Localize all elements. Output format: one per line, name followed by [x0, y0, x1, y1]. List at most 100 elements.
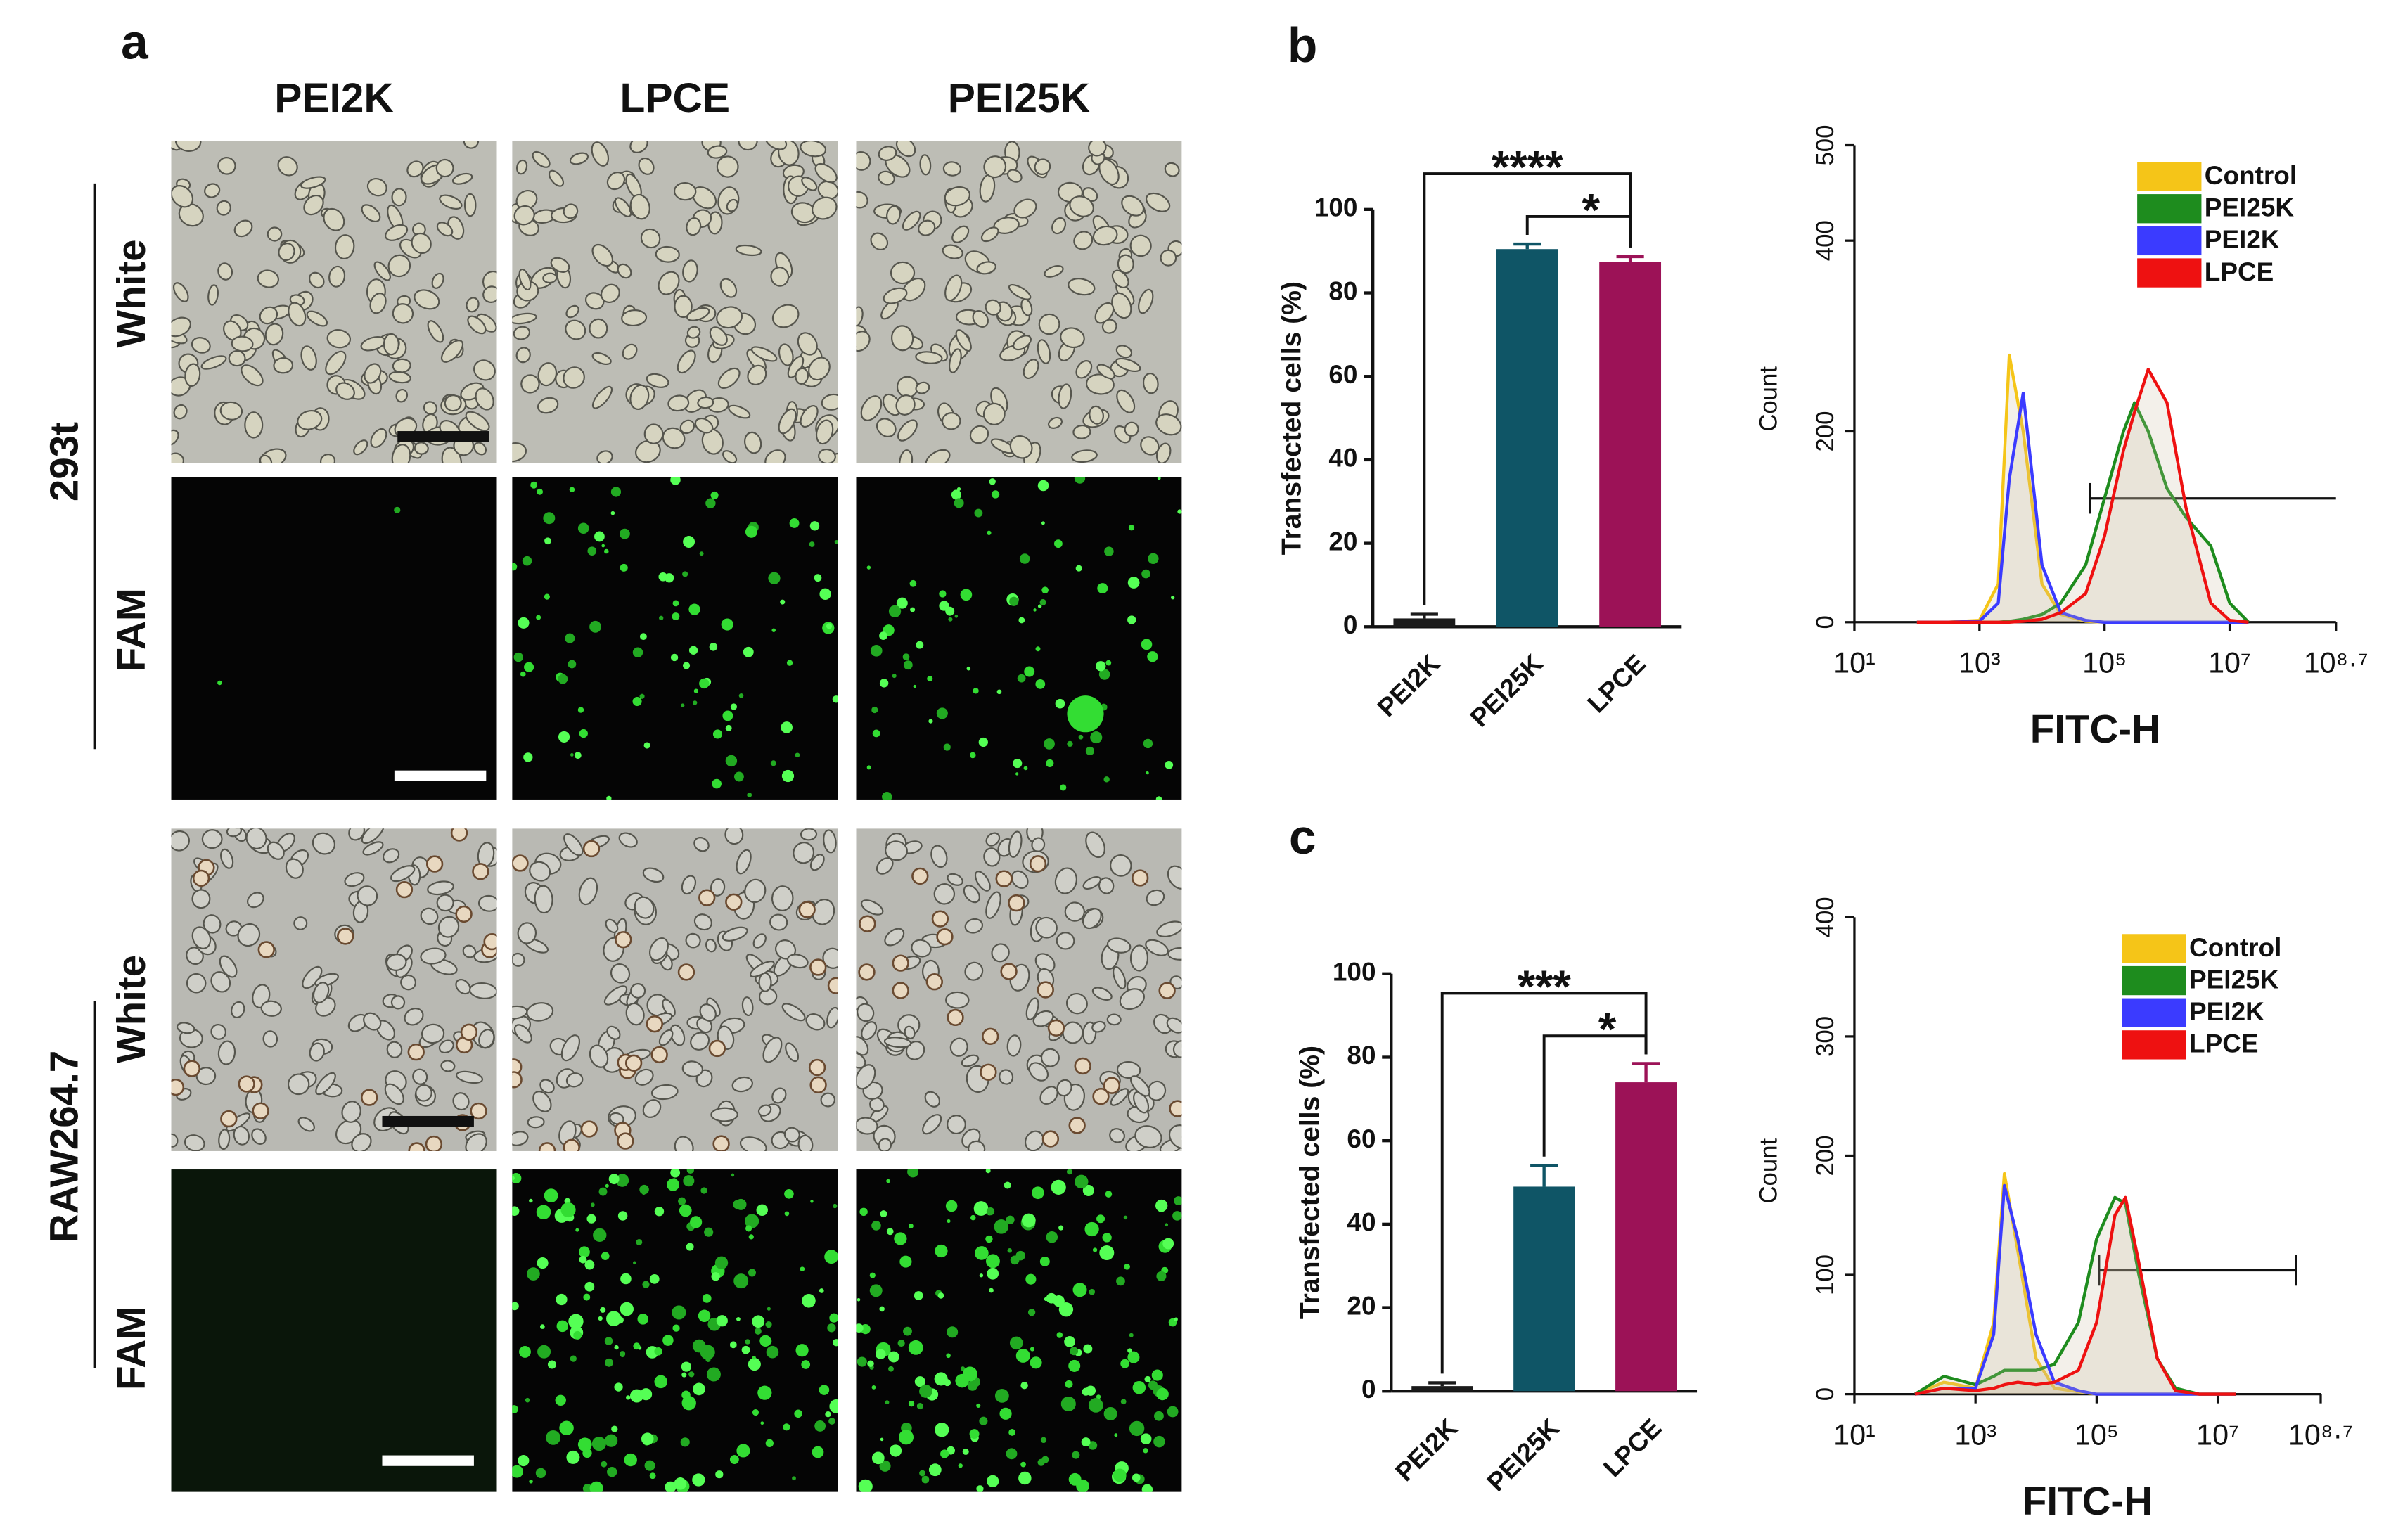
cell — [699, 1003, 717, 1022]
fluor-spot — [527, 1267, 540, 1281]
cell — [1146, 192, 1171, 212]
cell — [800, 405, 819, 428]
fluor-spot — [1023, 766, 1028, 771]
scale-bar — [382, 1455, 474, 1466]
cell — [210, 1024, 226, 1040]
fluor-spot — [832, 695, 838, 703]
fluor-spot — [960, 589, 973, 601]
fluor-spot — [519, 1346, 531, 1358]
fluor-spot — [969, 752, 976, 759]
cell — [1155, 413, 1182, 436]
fluor-spot — [632, 647, 643, 657]
fluor-spot — [1006, 1448, 1018, 1460]
round-cell — [470, 1102, 487, 1120]
fluor-spot — [989, 1288, 994, 1293]
fluor-spot — [943, 743, 951, 751]
fluor-spot — [637, 1314, 649, 1325]
cell — [309, 271, 325, 289]
fluor-spot — [919, 1470, 925, 1477]
micrograph — [171, 140, 497, 463]
fluor-spot — [827, 1323, 836, 1333]
cell — [785, 1042, 800, 1063]
cell — [437, 916, 460, 938]
fluor-spot — [940, 1449, 949, 1458]
fluor-spot — [575, 1228, 579, 1232]
cell — [658, 1029, 674, 1046]
cell — [178, 203, 204, 227]
cell — [1167, 865, 1182, 890]
column-header: PEI2K — [274, 75, 394, 121]
cell — [404, 1008, 424, 1026]
fluor-spot — [1084, 1221, 1099, 1237]
fluor-spot — [620, 1273, 632, 1285]
fluor-spot — [748, 1358, 761, 1371]
cell — [1110, 854, 1132, 877]
cell — [300, 345, 317, 371]
cell — [739, 1136, 767, 1151]
fluor-spot — [752, 1409, 759, 1416]
fluor-spot — [566, 1450, 580, 1464]
fluor-spot — [903, 660, 913, 670]
cell — [726, 198, 739, 212]
fluor-spot — [987, 530, 992, 535]
round-cell — [995, 870, 1013, 887]
cell — [440, 340, 464, 363]
cell — [974, 871, 991, 892]
fluor-spot — [654, 1207, 665, 1217]
cell — [312, 982, 330, 1003]
fluor-spot — [605, 1183, 609, 1188]
cell — [1091, 987, 1113, 1001]
fluor-spot — [867, 1360, 874, 1368]
fluor-spot — [674, 1477, 687, 1490]
cell — [614, 197, 632, 217]
cell — [801, 177, 818, 191]
fluor-spot — [560, 1202, 576, 1218]
fluor-spot — [692, 1339, 706, 1353]
fluor-spot — [974, 508, 983, 518]
histogram-line — [1914, 1195, 2236, 1396]
legend-swatch — [2122, 998, 2186, 1027]
cell — [320, 454, 336, 463]
y-tick-label: 60 — [1347, 1124, 1376, 1153]
cell — [650, 1084, 679, 1101]
cell — [655, 245, 680, 263]
cell — [646, 373, 669, 388]
fluor-spot — [1075, 565, 1082, 572]
fluor-spot — [611, 1425, 618, 1432]
cell — [1106, 937, 1132, 954]
fluor-spot — [969, 1429, 980, 1439]
round-cell — [582, 840, 601, 858]
cell — [809, 854, 825, 871]
cell — [634, 896, 655, 919]
cell — [237, 923, 261, 947]
fluor-spot — [639, 633, 647, 641]
fluor-spot — [605, 1358, 613, 1367]
fluor-spot — [1103, 1406, 1117, 1420]
cell — [747, 364, 767, 385]
cell — [815, 419, 834, 445]
cell — [466, 297, 480, 313]
fluor-spot — [1155, 796, 1162, 800]
fluor-spot — [682, 662, 691, 669]
fluor-spot — [558, 674, 568, 684]
fluor-spot — [888, 605, 902, 617]
cell — [606, 172, 626, 191]
fluor-spot — [999, 1407, 1012, 1420]
legend-label: PEI2K — [2189, 997, 2264, 1026]
fluor-spot — [610, 511, 615, 515]
round-cell — [925, 973, 943, 991]
cell — [694, 417, 714, 434]
fluor-spot — [1154, 1411, 1164, 1421]
fluor-spot — [698, 1309, 711, 1323]
area-fill — [1915, 1173, 2236, 1394]
cell — [456, 1070, 484, 1084]
cell — [1110, 1088, 1129, 1106]
fluor-spot — [1070, 1347, 1079, 1356]
cell — [1013, 198, 1037, 219]
cell — [918, 219, 936, 236]
cell — [693, 837, 710, 852]
fluor-spot — [1004, 1181, 1011, 1189]
fluor-spot — [610, 487, 622, 497]
fluor-spot — [916, 1403, 923, 1410]
